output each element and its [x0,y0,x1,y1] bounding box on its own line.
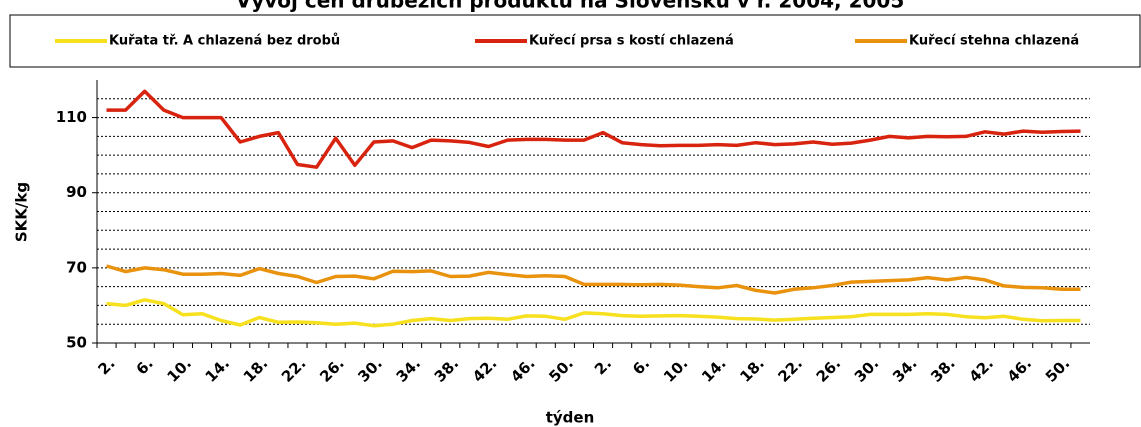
line [106,89,1081,169]
x-tick-label: 34. [889,354,921,386]
x-tick-label: 38. [927,354,959,386]
x-tick-label: 6. [629,354,653,378]
x-tick-label: 10. [163,354,195,386]
x-tick-label: 42. [469,354,501,386]
legend-label: Kuřecí prsa s kostí chlazená [529,34,734,49]
y-tick-label: 50 [66,334,87,352]
x-tick-label: 18. [240,354,272,386]
x-tick-label: 22. [774,354,806,386]
x-tick-label: 26. [813,354,845,386]
legend-label: Kuřata tř. A chlazená bez drobů [109,34,340,49]
x-tick-label: 50. [545,354,577,386]
x-tick-label: 46. [507,354,539,386]
x-tick-label: 30. [851,354,883,386]
y-tick-label: 90 [66,183,87,201]
x-tick-label: 14. [202,354,234,386]
legend-box [9,14,1141,68]
x-tick-label: 42. [965,354,997,386]
x-tick-label: 2. [94,354,118,378]
line [106,264,1081,295]
y-tick-label: 110 [56,108,87,126]
x-tick-label: 38. [431,354,463,386]
x-tick-label: 34. [393,354,425,386]
x-tick-label: 10. [660,354,692,386]
x-tick-label: 2. [591,354,615,378]
x-tick-label: 46. [1004,354,1036,386]
x-axis-label: týden [546,409,595,427]
x-tick-label: 30. [354,354,386,386]
line [106,298,1081,328]
legend-label: Kuřecí stehna chlazená [909,34,1079,49]
y-tick-label: 70 [66,258,87,276]
x-tick-label: 50. [1042,354,1074,386]
x-tick-label: 6. [133,354,157,378]
x-tick-label: 14. [698,354,730,386]
x-tick-label: 22. [278,354,310,386]
chart-title: Vývoj cen drůbežích produktů na Slovensk… [236,0,905,13]
y-axis-label: SKK/kg [13,182,31,242]
x-tick-label: 26. [316,354,348,386]
x-tick-label: 18. [736,354,768,386]
